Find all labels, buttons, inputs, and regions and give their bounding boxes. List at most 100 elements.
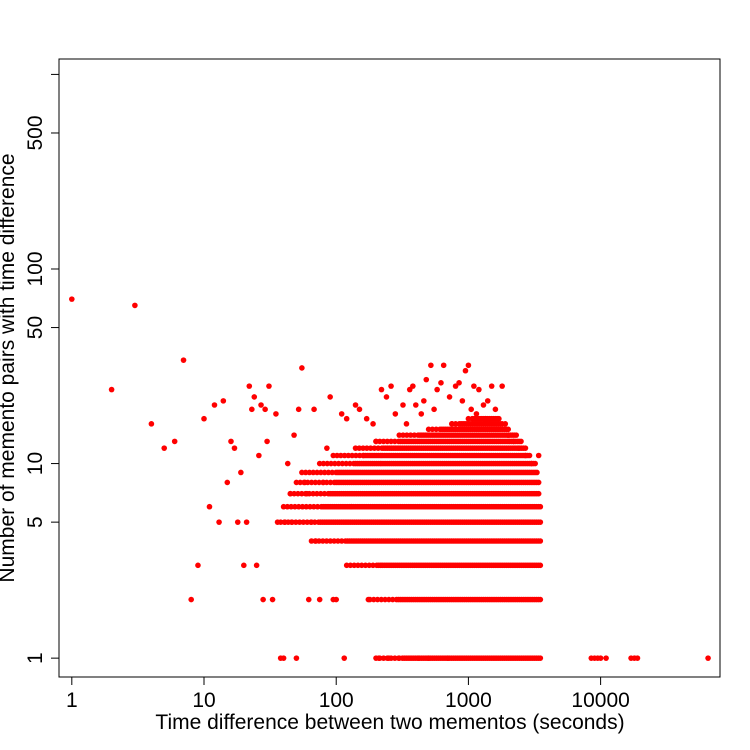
- data-point: [280, 655, 287, 661]
- data-point: [201, 415, 207, 422]
- data-point: [537, 596, 544, 603]
- data-point: [305, 596, 312, 603]
- data-point: [132, 302, 138, 309]
- data-point: [513, 432, 520, 438]
- data-point: [234, 519, 241, 525]
- data-point: [188, 596, 194, 603]
- data-point: [388, 383, 394, 389]
- x-tick-label: 10000: [571, 689, 629, 712]
- data-point: [476, 386, 482, 393]
- data-point: [462, 367, 469, 374]
- data-point: [216, 519, 222, 525]
- data-point: [537, 562, 544, 569]
- data-point: [224, 479, 231, 486]
- y-tick-label: 100: [24, 251, 47, 286]
- data-point: [295, 406, 302, 413]
- data-point: [206, 503, 213, 510]
- data-point: [537, 503, 544, 510]
- data-point: [161, 445, 168, 451]
- data-point: [488, 383, 495, 389]
- data-point: [316, 596, 323, 603]
- data-point: [246, 383, 253, 389]
- x-tick-label: 1000: [445, 689, 492, 712]
- data-point: [327, 394, 333, 400]
- y-tick-label: 500: [24, 115, 47, 150]
- data-point: [249, 406, 255, 413]
- data-point: [324, 445, 330, 451]
- data-point: [535, 452, 542, 459]
- data-point: [471, 383, 477, 389]
- data-point: [383, 394, 390, 400]
- x-tick-label: 1: [66, 689, 78, 712]
- data-point: [284, 460, 291, 467]
- y-tick-label: 50: [24, 316, 47, 339]
- y-tick-label: 5: [24, 516, 47, 528]
- data-point: [518, 438, 524, 445]
- data-point: [537, 519, 544, 525]
- data-point: [269, 596, 276, 603]
- data-point: [266, 383, 272, 389]
- data-point: [238, 469, 244, 476]
- data-point: [231, 445, 238, 451]
- data-point: [526, 452, 533, 459]
- data-point: [431, 406, 437, 413]
- data-point: [522, 445, 529, 451]
- y-axis: 1 5 10 50 100 500: [24, 73, 59, 664]
- data-point: [264, 438, 270, 445]
- data-point: [499, 421, 505, 427]
- data-point: [251, 394, 258, 400]
- data-point: [211, 402, 218, 408]
- data-point: [465, 362, 472, 369]
- data-point: [410, 383, 416, 389]
- data-point: [499, 383, 505, 389]
- data-point: [440, 362, 447, 369]
- data-point: [356, 406, 363, 413]
- data-point: [505, 426, 512, 433]
- data-point: [228, 438, 234, 445]
- data-point: [258, 402, 264, 408]
- data-point: [452, 383, 459, 389]
- data-point: [220, 398, 227, 404]
- data-point: [293, 655, 300, 661]
- data-point: [253, 562, 260, 569]
- data-point: [291, 432, 297, 438]
- data-point: [262, 406, 268, 413]
- data-point: [484, 398, 491, 404]
- data-point: [597, 655, 604, 661]
- data-point: [535, 490, 542, 497]
- data-point: [428, 362, 434, 369]
- plot-frame: [58, 58, 721, 678]
- data-point: [465, 415, 472, 422]
- data-point: [180, 357, 187, 363]
- x-tick-label: 100: [319, 689, 354, 712]
- data-point: [341, 655, 348, 661]
- data-point: [378, 386, 385, 393]
- data-point: [446, 394, 453, 400]
- data-point: [171, 438, 178, 445]
- data-point: [537, 538, 544, 544]
- data-point: [413, 402, 419, 408]
- data-point: [459, 398, 466, 404]
- data-points: [69, 296, 711, 661]
- data-point: [352, 402, 359, 408]
- data-point: [343, 415, 350, 422]
- data-point: [434, 386, 440, 393]
- data-point: [492, 406, 499, 413]
- data-point: [333, 596, 340, 603]
- y-axis-title: Number of memento pairs with time differ…: [0, 153, 19, 582]
- y-tick-label: 1: [24, 652, 47, 664]
- data-point: [195, 562, 201, 569]
- data-point: [535, 479, 542, 486]
- data-point: [532, 460, 538, 467]
- data-point: [456, 380, 462, 386]
- data-point: [370, 421, 376, 427]
- data-point: [403, 421, 410, 427]
- data-point: [243, 519, 250, 525]
- data-point: [256, 452, 262, 459]
- data-point: [273, 411, 279, 417]
- data-point: [338, 411, 345, 417]
- data-point: [421, 398, 427, 404]
- data-point: [480, 402, 487, 408]
- data-point: [468, 406, 475, 413]
- data-point: [69, 296, 75, 302]
